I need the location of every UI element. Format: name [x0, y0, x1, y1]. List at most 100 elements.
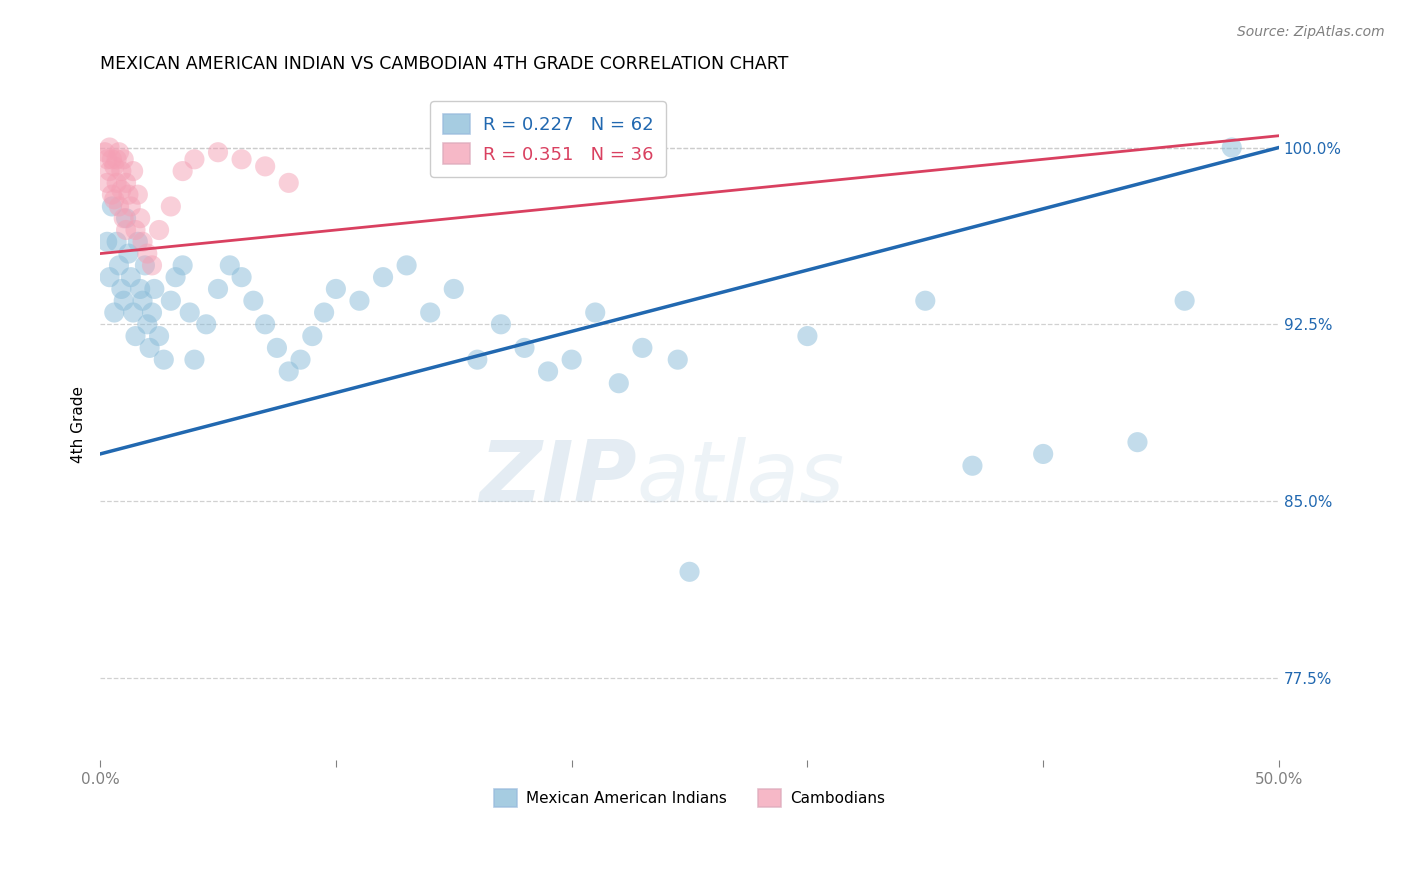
- Point: [666, 352, 689, 367]
- Point: [218, 259, 240, 273]
- Point: [207, 145, 229, 160]
- Point: [165, 270, 187, 285]
- Point: [110, 282, 132, 296]
- Point: [138, 341, 160, 355]
- Point: [105, 153, 128, 167]
- Point: [112, 293, 135, 308]
- Legend: Mexican American Indians, Cambodians: Mexican American Indians, Cambodians: [488, 783, 891, 814]
- Point: [96, 235, 118, 249]
- Point: [290, 352, 312, 367]
- Point: [131, 235, 153, 249]
- Point: [129, 211, 152, 226]
- Point: [160, 293, 183, 308]
- Point: [207, 282, 229, 296]
- Point: [143, 282, 166, 296]
- Point: [1126, 435, 1149, 450]
- Point: [395, 259, 418, 273]
- Point: [160, 199, 183, 213]
- Point: [105, 235, 128, 249]
- Point: [103, 305, 125, 319]
- Point: [537, 364, 560, 378]
- Point: [122, 305, 145, 319]
- Point: [101, 153, 124, 167]
- Point: [266, 341, 288, 355]
- Text: MEXICAN AMERICAN INDIAN VS CAMBODIAN 4TH GRADE CORRELATION CHART: MEXICAN AMERICAN INDIAN VS CAMBODIAN 4TH…: [100, 55, 789, 73]
- Point: [124, 329, 146, 343]
- Point: [120, 199, 142, 213]
- Point: [152, 352, 174, 367]
- Point: [98, 270, 121, 285]
- Point: [277, 364, 299, 378]
- Point: [467, 352, 489, 367]
- Point: [136, 246, 159, 260]
- Point: [115, 211, 138, 226]
- Point: [962, 458, 984, 473]
- Point: [914, 293, 936, 308]
- Point: [98, 164, 121, 178]
- Point: [172, 259, 194, 273]
- Point: [277, 176, 299, 190]
- Point: [136, 318, 159, 332]
- Y-axis label: 4th Grade: 4th Grade: [72, 386, 86, 463]
- Point: [94, 145, 117, 160]
- Point: [1032, 447, 1054, 461]
- Point: [134, 259, 156, 273]
- Point: [98, 140, 121, 154]
- Point: [443, 282, 465, 296]
- Point: [631, 341, 654, 355]
- Point: [141, 305, 163, 319]
- Point: [96, 153, 118, 167]
- Point: [371, 270, 394, 285]
- Point: [120, 270, 142, 285]
- Point: [301, 329, 323, 343]
- Point: [96, 176, 118, 190]
- Point: [103, 193, 125, 207]
- Point: [349, 293, 371, 308]
- Point: [583, 305, 606, 319]
- Point: [242, 293, 264, 308]
- Point: [108, 259, 131, 273]
- Point: [1220, 140, 1243, 154]
- Point: [1174, 293, 1197, 308]
- Point: [112, 211, 135, 226]
- Point: [110, 183, 132, 197]
- Point: [254, 318, 277, 332]
- Point: [179, 305, 201, 319]
- Point: [127, 235, 149, 249]
- Point: [124, 223, 146, 237]
- Text: atlas: atlas: [637, 437, 845, 520]
- Point: [127, 187, 149, 202]
- Point: [325, 282, 347, 296]
- Point: [110, 164, 132, 178]
- Point: [101, 187, 124, 202]
- Text: ZIP: ZIP: [479, 437, 637, 520]
- Point: [561, 352, 583, 367]
- Point: [117, 187, 139, 202]
- Point: [796, 329, 818, 343]
- Point: [117, 246, 139, 260]
- Point: [678, 565, 700, 579]
- Point: [231, 270, 253, 285]
- Point: [105, 176, 128, 190]
- Point: [103, 160, 125, 174]
- Point: [607, 376, 630, 391]
- Point: [112, 153, 135, 167]
- Text: Source: ZipAtlas.com: Source: ZipAtlas.com: [1237, 25, 1385, 39]
- Point: [131, 293, 153, 308]
- Point: [314, 305, 336, 319]
- Point: [489, 318, 512, 332]
- Point: [231, 153, 253, 167]
- Point: [183, 153, 205, 167]
- Point: [115, 176, 138, 190]
- Point: [122, 164, 145, 178]
- Point: [101, 199, 124, 213]
- Point: [183, 352, 205, 367]
- Point: [254, 160, 277, 174]
- Point: [115, 223, 138, 237]
- Point: [148, 329, 170, 343]
- Point: [108, 145, 131, 160]
- Point: [195, 318, 218, 332]
- Point: [419, 305, 441, 319]
- Point: [129, 282, 152, 296]
- Point: [172, 164, 194, 178]
